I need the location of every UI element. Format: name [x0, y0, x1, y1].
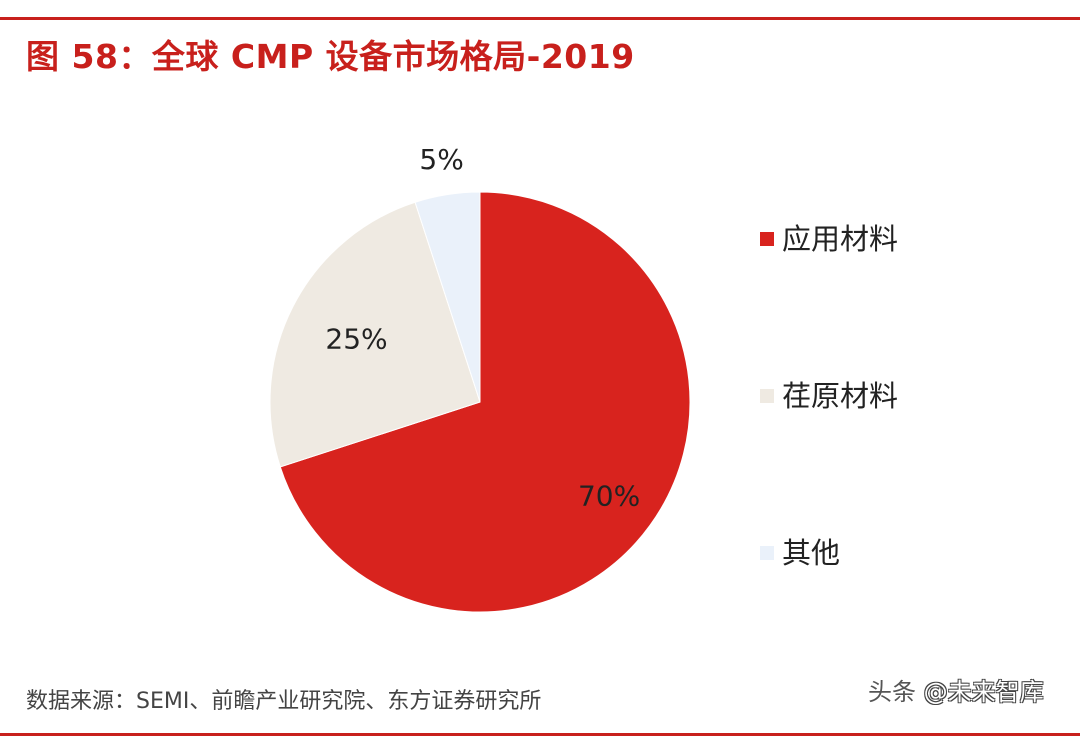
chart-title: 图 58：全球 CMP 设备市场格局-2019: [26, 37, 635, 76]
legend-label-2: 荏原材料: [782, 379, 898, 413]
bottom-rule: [0, 733, 1080, 736]
legend-swatch-3: [760, 546, 774, 560]
legend-swatch-1: [760, 232, 774, 246]
source-note: 数据来源：SEMI、前瞻产业研究院、东方证券研究所: [26, 689, 542, 714]
watermark-left-text: 头条: [868, 678, 916, 706]
legend-label-1: 应用材料: [782, 222, 898, 256]
pie-slice-1: [279, 191, 691, 613]
watermark-right-text: @未来智库: [923, 678, 1044, 706]
slice-labels: 70% 25% 5%: [325, 143, 640, 512]
pie-slice-2: [269, 201, 481, 468]
top-rule: [0, 17, 1080, 20]
legend-swatch-2: [760, 389, 774, 403]
slice-label-1: 70%: [578, 479, 640, 512]
legend-label-3: 其他: [782, 536, 840, 570]
slice-label-3: 5%: [419, 143, 463, 176]
pie-slices: [269, 191, 691, 613]
pie-slice-3: [414, 191, 481, 403]
watermark: 头条 @未来智库: [868, 672, 1044, 707]
slice-label-2: 25%: [325, 323, 387, 356]
